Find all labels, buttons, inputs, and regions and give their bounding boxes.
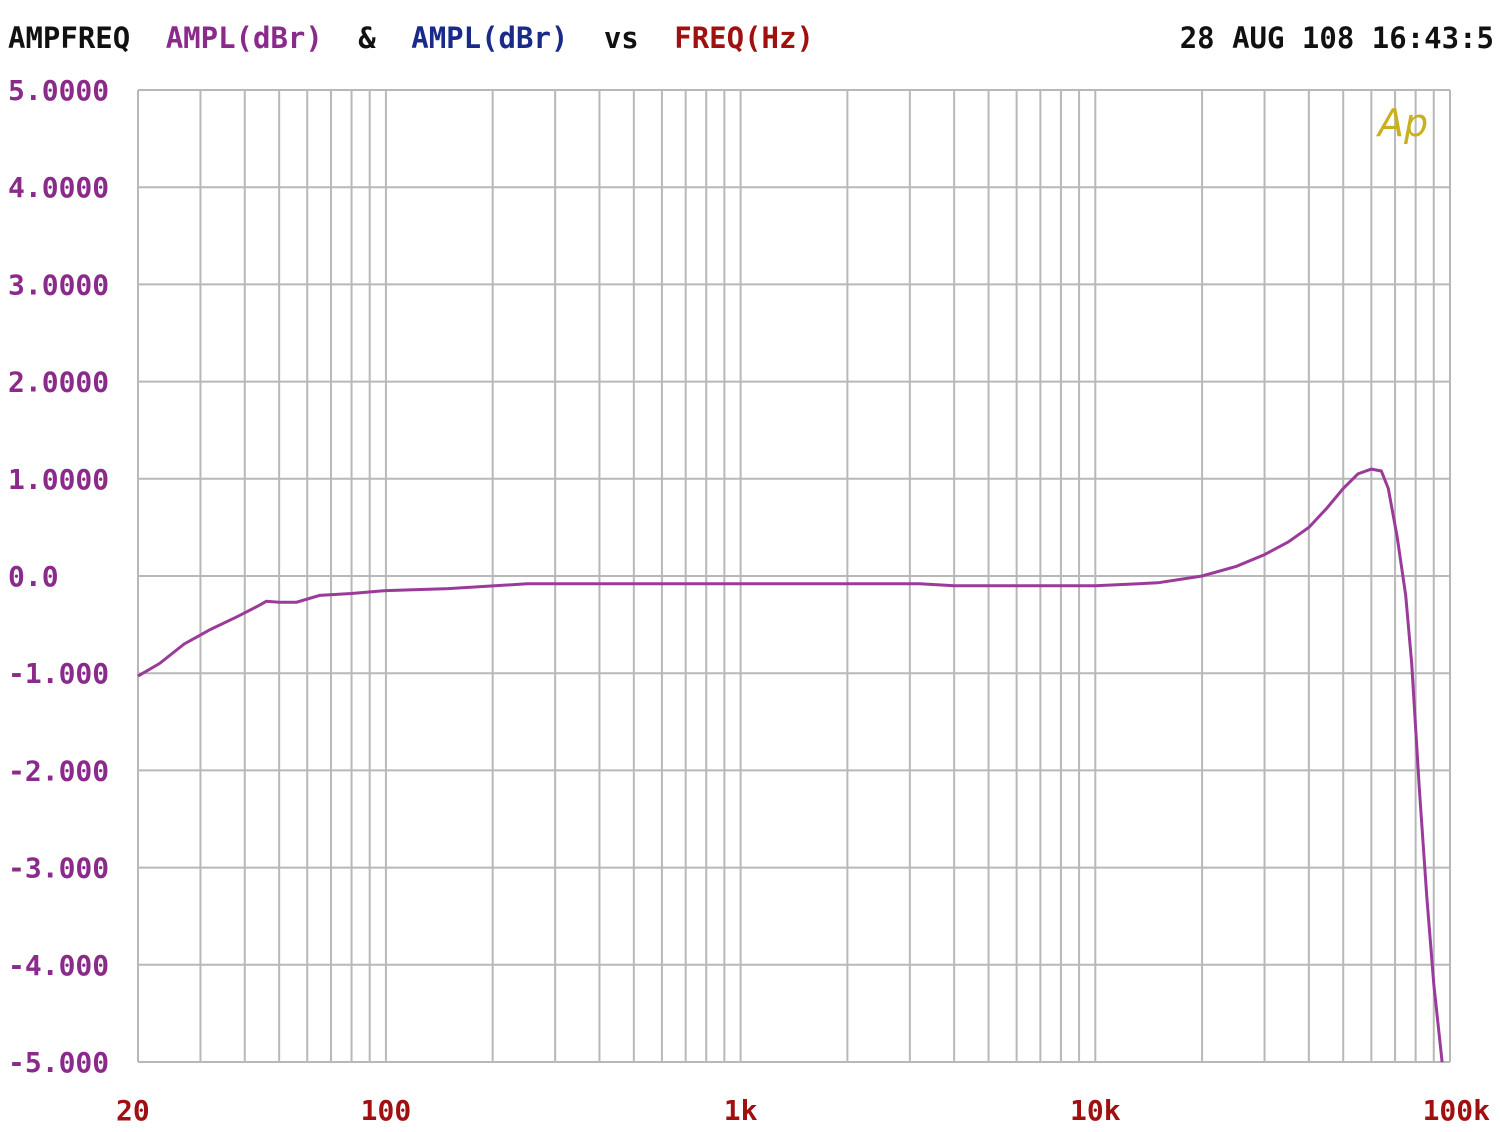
y-tick-label: 3.0000 [8,268,109,301]
header-timestamp: 28 AUG 108 16:43:5 [1180,21,1494,55]
y-tick-label: 5.0000 [8,74,109,107]
y-tick-label: -5.000 [8,1046,109,1079]
x-tick-labels: 20 100 1k 10k 100k [116,1094,1490,1127]
header-series2-label: AMPL(dBr) [411,21,568,55]
header-vs: vs [604,21,639,55]
y-tick-label: -4.000 [8,949,109,982]
y-tick-label: 1.0000 [8,463,109,496]
y-tick-label: -3.000 [8,852,109,885]
y-tick-label: 4.0000 [8,171,109,204]
header-name: AMPFREQ [8,21,130,55]
x-tick-label: 1k [724,1094,758,1127]
header-text: AMPFREQ AMPL(dBr) & AMPL(dBr) vs FREQ(Hz… [8,21,814,55]
y-tick-label: -1.000 [8,657,109,690]
header-amp: & [358,21,376,55]
x-tick-label: 100 [361,1094,412,1127]
grid [137,89,1451,1063]
header-series1-label: AMPL(dBr) [166,21,323,55]
x-tick-label: 10k [1070,1094,1121,1127]
series-line-ampl [137,467,1444,1063]
y-tick-label: 2.0000 [8,366,109,399]
header-x-label: FREQ(Hz) [674,21,814,55]
y-tick-labels: 5.0000 4.0000 3.0000 2.0000 1.0000 0.0 -1.000 -… [8,74,109,1079]
x-tick-label: 100k [1423,1094,1491,1127]
y-tick-label: 0.0 [8,560,59,593]
ap-logo: Ap [1375,101,1428,145]
x-tick-label: 20 [116,1094,150,1127]
y-tick-label: -2.000 [8,754,109,787]
